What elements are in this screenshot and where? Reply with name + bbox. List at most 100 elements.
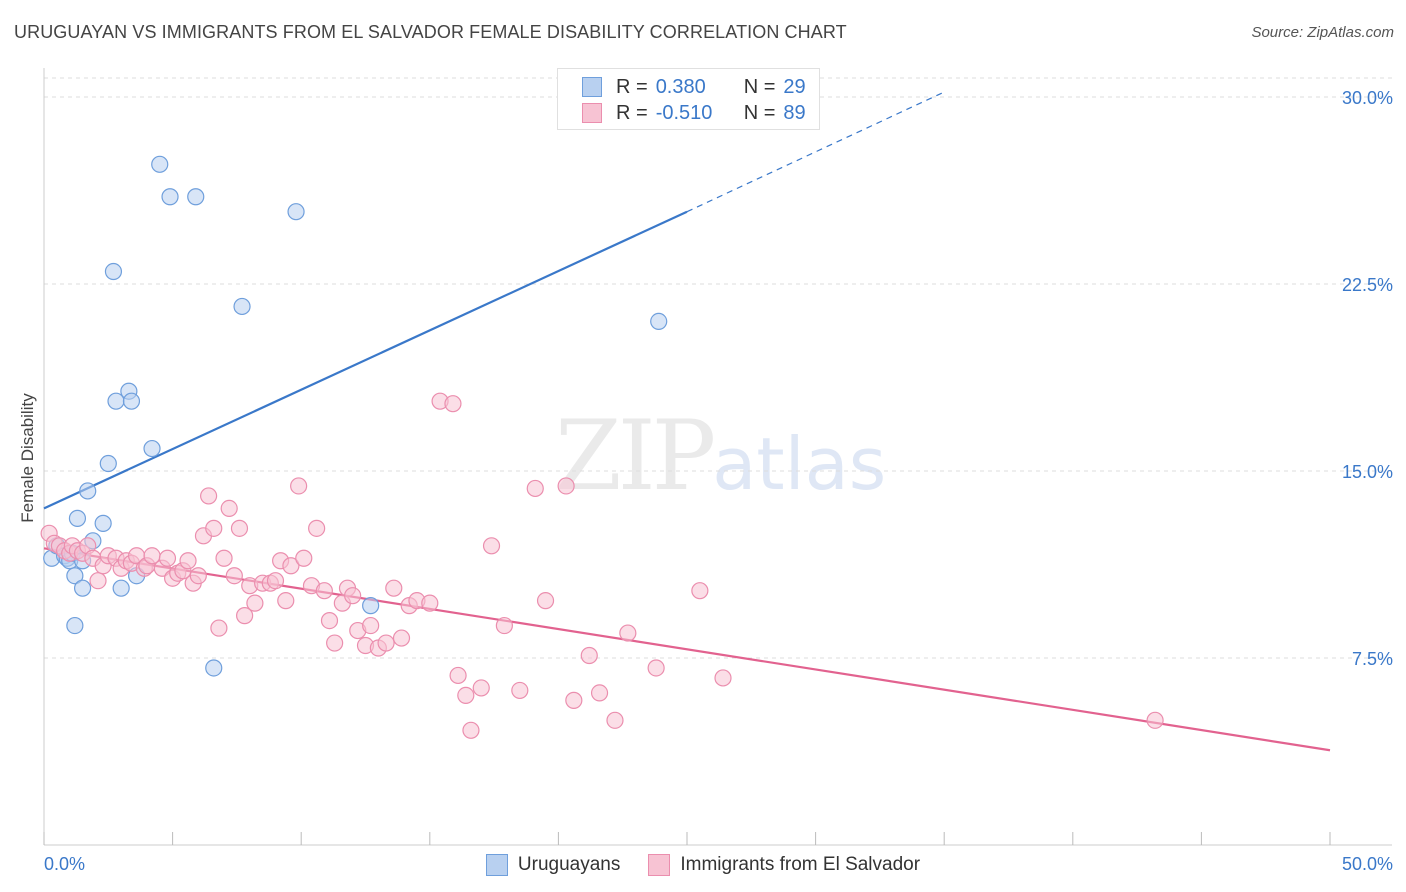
data-points — [40, 155, 1164, 739]
x-tick-label-min: 0.0% — [44, 854, 85, 874]
point-uruguayans — [362, 597, 380, 615]
watermark-atlas: atlas — [712, 422, 887, 506]
legend-item-uruguayans[interactable]: Uruguayans — [485, 854, 620, 876]
y-tick-label: 15.0% — [1342, 462, 1393, 482]
y-tick-label: 22.5% — [1342, 275, 1393, 295]
point-el-salvador — [200, 487, 218, 505]
point-el-salvador — [449, 666, 467, 685]
point-uruguayans — [79, 482, 97, 500]
point-el-salvador — [189, 567, 207, 585]
point-el-salvador — [295, 549, 313, 567]
legend-swatch-blue — [485, 854, 508, 876]
trend-line-uruguayans — [43, 210, 688, 510]
point-uruguayans — [650, 312, 668, 330]
point-el-salvador — [282, 557, 300, 575]
point-el-salvador — [205, 519, 223, 537]
point-el-salvador — [215, 549, 233, 567]
point-el-salvador — [565, 691, 583, 709]
point-el-salvador — [526, 479, 544, 498]
legend-row-el-salvador: R = -0.510 N = 89 — [582, 101, 806, 125]
point-el-salvador — [511, 681, 529, 700]
point-el-salvador — [444, 395, 462, 413]
legend-swatch-pink — [648, 854, 671, 876]
point-el-salvador — [377, 634, 395, 652]
y-tick-label: 7.5% — [1352, 649, 1393, 669]
point-uruguayans — [68, 509, 87, 527]
point-uruguayans — [205, 659, 223, 677]
legend-n-value: 29 — [783, 75, 806, 98]
point-el-salvador — [472, 679, 490, 697]
legend-row-uruguayans: R = 0.380 N = 29 — [582, 75, 806, 99]
point-el-salvador — [580, 646, 598, 665]
point-el-salvador — [647, 659, 665, 677]
point-uruguayans — [161, 188, 179, 206]
point-el-salvador — [266, 572, 285, 590]
watermark-zip: ZIP — [555, 400, 716, 512]
legend-n-label: N = — [743, 101, 776, 124]
trend-line-uruguayans-extension — [686, 91, 945, 213]
trend-lines — [43, 91, 1331, 752]
legend-n-label: N = — [743, 75, 776, 98]
correlation-legend: R = 0.380 N = 29 R = -0.510 N = 89 — [557, 68, 820, 130]
legend-r-label: R = — [616, 101, 648, 124]
point-uruguayans — [112, 579, 130, 597]
point-el-salvador — [225, 567, 243, 585]
point-el-salvador — [362, 616, 380, 635]
watermark: ZIPatlas — [555, 400, 886, 512]
point-el-salvador — [230, 519, 249, 537]
y-tick-label: 30.0% — [1342, 88, 1393, 108]
point-uruguayans — [94, 514, 112, 532]
point-uruguayans — [233, 297, 251, 316]
point-el-salvador — [236, 607, 254, 625]
x-tick-label-max: 50.0% — [1342, 854, 1393, 874]
point-el-salvador — [385, 579, 403, 597]
point-el-salvador — [158, 549, 177, 567]
legend-label-el-salvador: Immigrants from El Salvador — [680, 854, 921, 875]
tick-labels: 7.5% 15.0% 22.5% 30.0% 0.0% 50.0% — [44, 88, 1393, 874]
source-label: Source: ZipAtlas.com — [1251, 24, 1394, 41]
point-uruguayans — [151, 155, 169, 173]
grid-lines — [44, 77, 1392, 659]
point-uruguayans — [99, 454, 117, 473]
point-el-salvador — [210, 619, 228, 637]
legend-r-label: R = — [616, 75, 648, 98]
point-el-salvador — [606, 711, 624, 729]
point-el-salvador — [536, 592, 555, 610]
point-uruguayans — [66, 567, 84, 585]
series-legend: Uruguayans Immigrants from El Salvador — [0, 852, 1406, 878]
point-el-salvador — [246, 594, 264, 612]
legend-r-value: -0.510 — [655, 101, 713, 124]
legend-swatch-pink — [582, 103, 602, 123]
point-uruguayans — [104, 262, 123, 281]
point-uruguayans — [187, 188, 205, 206]
legend-item-el-salvador[interactable]: Immigrants from El Salvador — [648, 854, 920, 876]
point-uruguayans — [143, 439, 161, 458]
point-el-salvador — [315, 582, 333, 600]
point-el-salvador — [457, 686, 475, 705]
point-uruguayans — [66, 616, 84, 635]
point-el-salvador — [482, 537, 501, 555]
point-el-salvador — [619, 624, 637, 642]
legend-swatch-blue — [582, 77, 602, 97]
point-el-salvador — [392, 629, 411, 647]
point-el-salvador — [1146, 711, 1164, 729]
point-el-salvador — [326, 634, 344, 652]
point-uruguayans — [73, 579, 92, 597]
point-el-salvador — [179, 552, 197, 570]
point-uruguayans — [287, 203, 305, 221]
point-el-salvador — [557, 477, 575, 495]
legend-n-value: 89 — [783, 101, 806, 124]
point-el-salvador — [89, 572, 107, 590]
point-el-salvador — [462, 721, 480, 739]
point-uruguayans — [122, 392, 141, 410]
legend-r-value: 0.380 — [655, 75, 706, 98]
point-el-salvador — [320, 611, 339, 630]
point-el-salvador — [290, 477, 308, 495]
point-el-salvador — [220, 499, 238, 517]
point-el-salvador — [691, 582, 709, 600]
point-el-salvador — [590, 684, 609, 702]
point-el-salvador — [495, 616, 513, 635]
point-el-salvador — [714, 669, 732, 687]
axes — [43, 68, 1392, 846]
